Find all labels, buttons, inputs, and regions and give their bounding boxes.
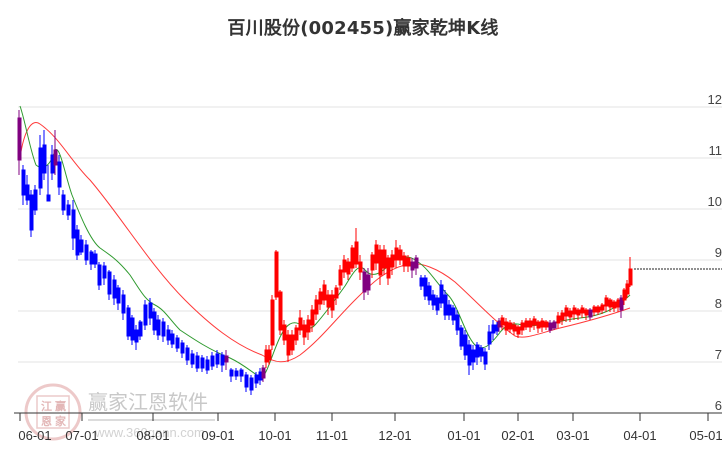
- x-tick-10-01: 10-01: [258, 428, 291, 443]
- y-tick-10: 10: [708, 194, 722, 209]
- watermark: 江 赢 恩 家 赢家江恩软件 www.360gann.com: [24, 383, 215, 441]
- x-tick-07-01: 07-01: [65, 428, 98, 443]
- watermark-name: 赢家江恩软件: [88, 390, 208, 414]
- x-tick-03-01: 03-01: [556, 428, 589, 443]
- x-tick-02-01: 02-01: [501, 428, 534, 443]
- x-tick-11-01: 11-01: [316, 428, 348, 443]
- x-axis: 06-01 07-01 08-01 09-01 10-01 11-01 12-0…: [14, 412, 723, 443]
- x-tick-06-01: 06-01: [18, 428, 51, 443]
- chart-title: 百川股份(002455)赢家乾坤K线: [227, 18, 499, 39]
- y-tick-7: 7: [715, 347, 722, 362]
- y-tick-12: 12: [708, 92, 722, 107]
- ma-short-line: [19, 105, 631, 379]
- watermark-seal-icon: [24, 383, 82, 441]
- svg-text:家: 家: [55, 414, 67, 428]
- ma-long-line: [19, 122, 631, 363]
- y-tick-8: 8: [715, 296, 722, 311]
- x-tick-09-01: 09-01: [201, 428, 234, 443]
- gridlines: [18, 106, 722, 363]
- x-tick-04-01: 04-01: [623, 428, 656, 443]
- svg-text:江: 江: [41, 399, 52, 413]
- y-axis: 12 11 10 9 8 7 6: [708, 92, 722, 413]
- candlesticks: [17, 110, 633, 395]
- y-tick-9: 9: [715, 245, 722, 260]
- watermark-url: www.360gann.com: [94, 425, 205, 440]
- x-tick-08-01: 08-01: [136, 428, 169, 443]
- x-tick-05-01: 05-01: [689, 428, 722, 443]
- x-tick-01-01: 01-01: [447, 428, 480, 443]
- y-tick-6: 6: [715, 398, 722, 413]
- svg-text:恩: 恩: [41, 415, 52, 428]
- y-tick-11: 11: [709, 143, 723, 158]
- x-tick-12-01: 12-01: [378, 428, 411, 443]
- svg-text:赢: 赢: [55, 399, 66, 413]
